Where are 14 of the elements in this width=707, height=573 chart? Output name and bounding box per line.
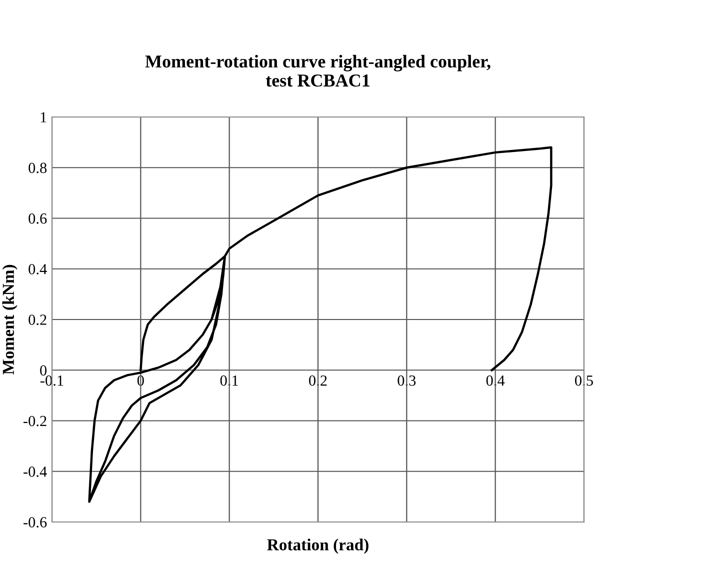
x-tick-label: 0.5 <box>575 375 593 386</box>
y-axis-title: Moment (kNm) <box>2 264 18 375</box>
y-tick-label: 0.6 <box>28 213 47 224</box>
y-tick-label: 0.2 <box>28 314 46 326</box>
y-tick-label: -0.4 <box>24 466 47 477</box>
y-tick-label: 0.8 <box>28 162 47 174</box>
chart-title: Moment-rotation curve right-angled coupler, test RCBAC1 <box>145 54 490 87</box>
y-tick-label: 0 <box>40 365 47 376</box>
x-axis-title: Rotation (rad) <box>267 538 368 554</box>
y-tick-label: -0.2 <box>24 416 46 426</box>
y-tick-label: -0.6 <box>24 517 47 528</box>
y-tick-label: 0.4 <box>28 264 47 274</box>
line-series <box>88 146 552 503</box>
y-tick-label: 1 <box>40 112 46 122</box>
